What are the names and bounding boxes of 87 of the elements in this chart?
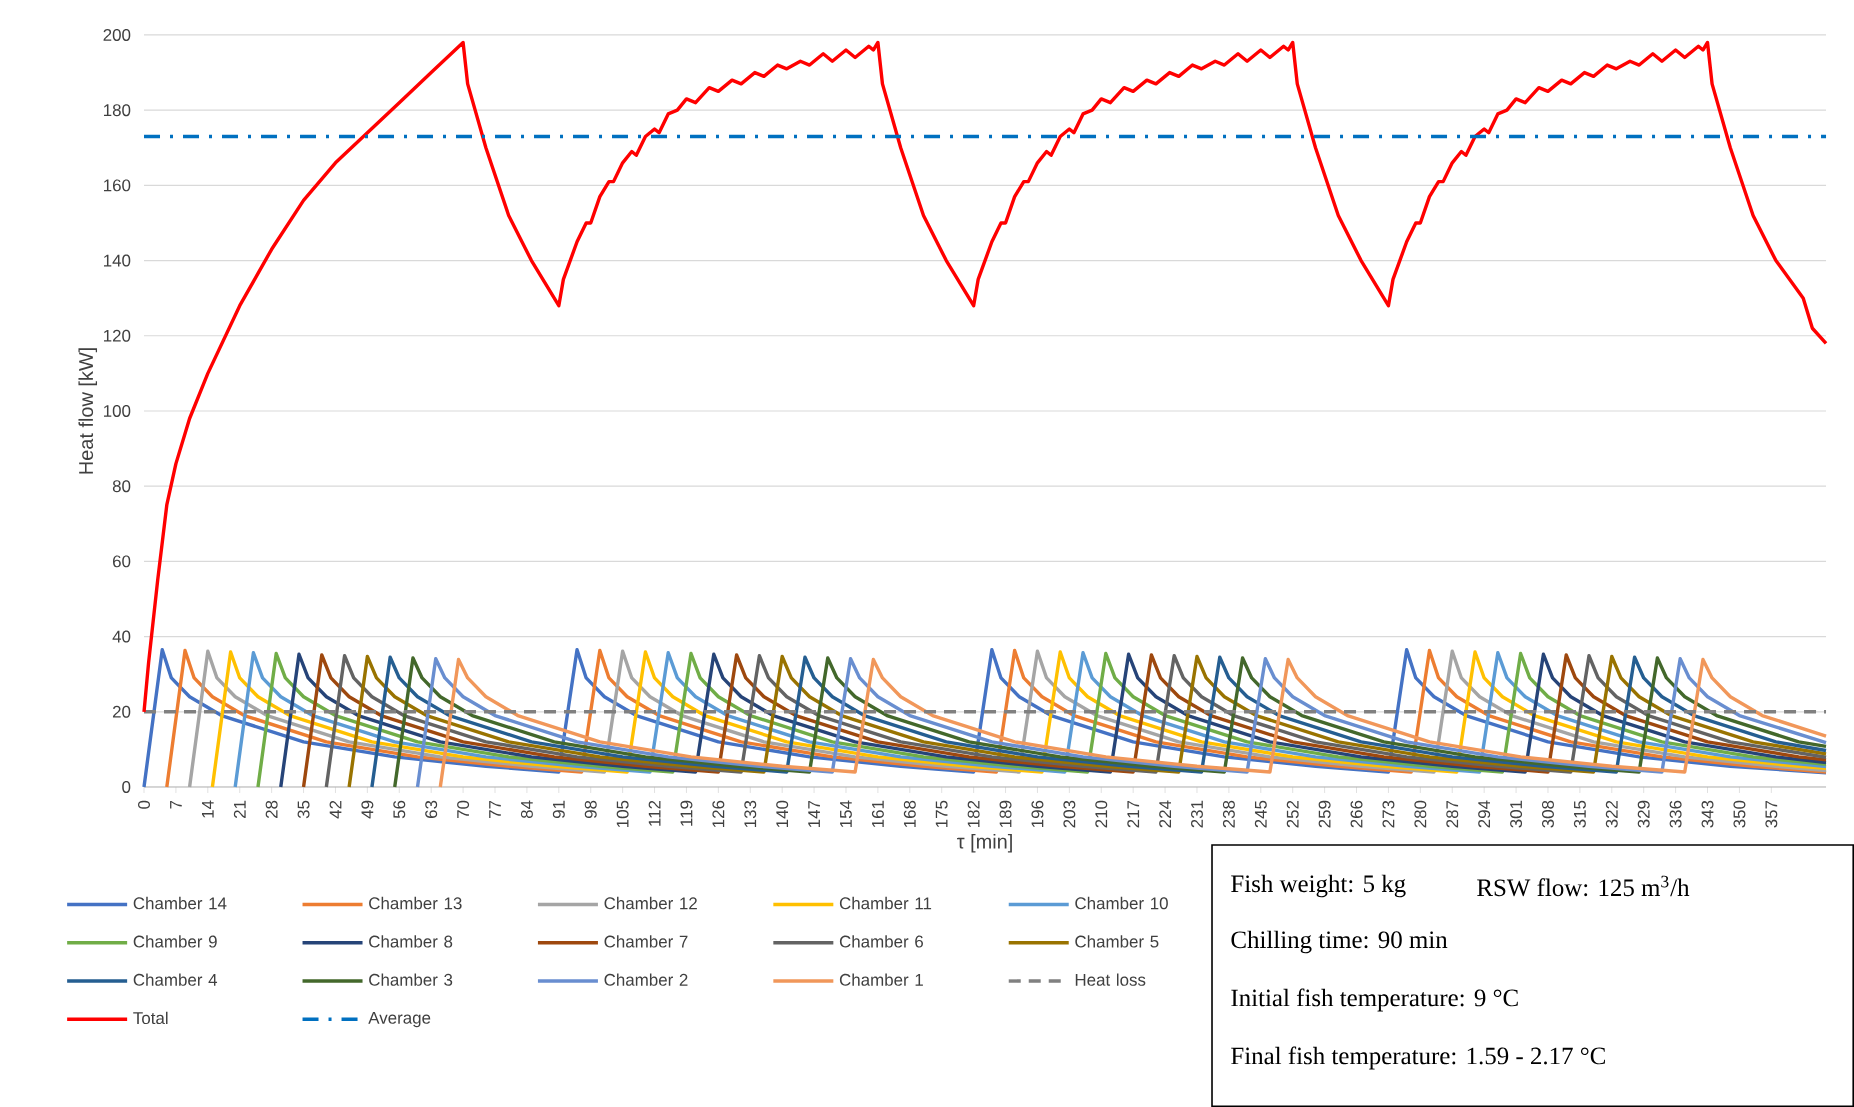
- x-tick-label: 63: [425, 800, 438, 818]
- y-axis-title: Heat flow [kW]: [78, 348, 98, 474]
- legend-label: Chamber 10: [1075, 896, 1168, 910]
- x-tick-label: 147: [808, 800, 820, 827]
- y-tick-label: 100: [103, 405, 131, 417]
- x-tick-label: 217: [1127, 800, 1140, 828]
- x-tick-label: 161: [871, 800, 884, 827]
- x-tick-label: 21: [233, 800, 246, 819]
- x-tick-label: 0: [138, 800, 150, 809]
- text: Chilling time: 90 min: [1231, 930, 1448, 954]
- x-tick-label: 91: [552, 800, 565, 819]
- x-tick-label: 210: [1095, 800, 1108, 828]
- x-tick-label: 287: [1446, 800, 1459, 828]
- x-tick-label: 189: [999, 800, 1012, 827]
- y-tick-label: 20: [112, 705, 131, 718]
- legend-label: Chamber 6: [839, 935, 923, 948]
- x-tick-label: 259: [1318, 800, 1331, 828]
- x-tick-label: 231: [1191, 800, 1203, 828]
- x-tick-label: 42: [329, 800, 342, 819]
- x-tick-label: 7: [170, 800, 182, 809]
- text: Fish weight: 5 kg: [1231, 874, 1406, 898]
- x-tick-label: 273: [1382, 800, 1395, 828]
- x-tick-label: 133: [744, 800, 757, 827]
- x-tick-label: 350: [1733, 800, 1746, 828]
- text: RSW flow: 125 m$^{3}$/h: [1477, 875, 1690, 897]
- y-tick-label: 180: [103, 104, 131, 117]
- x-tick-label: 35: [297, 800, 310, 819]
- y-tick-label: 160: [103, 179, 131, 192]
- legend-label: Chamber 7: [604, 935, 688, 948]
- legend-label: Chamber 5: [1075, 935, 1159, 948]
- legend-label: Chamber 8: [369, 935, 453, 948]
- x-tick-label: 280: [1414, 800, 1427, 828]
- y-tick-label: 140: [103, 254, 131, 267]
- legend-label: Chamber 3: [369, 973, 453, 986]
- legend-label: Chamber 14: [133, 896, 227, 910]
- x-tick-label: 182: [967, 800, 980, 827]
- x-tick-label: 315: [1573, 800, 1586, 828]
- x-axis-title: τ [min]: [957, 833, 1012, 853]
- x-tick-label: 28: [265, 800, 278, 819]
- x-tick-label: 14: [201, 800, 214, 818]
- legend-label: Chamber 9: [133, 935, 217, 948]
- x-tick-label: 105: [616, 800, 629, 827]
- x-tick-label: 196: [1031, 800, 1044, 827]
- x-tick-label: 154: [840, 800, 852, 827]
- x-tick-label: 49: [361, 800, 374, 819]
- y-tick-label: 40: [112, 630, 131, 643]
- x-tick-label: 175: [935, 800, 948, 827]
- x-tick-label: 357: [1765, 800, 1778, 828]
- y-tick-label: 0: [122, 781, 131, 793]
- x-tick-label: 140: [776, 800, 789, 827]
- x-tick-label: 329: [1637, 800, 1650, 828]
- y-tick-label: 60: [113, 555, 131, 568]
- x-tick-label: 336: [1669, 800, 1682, 828]
- x-tick-label: 238: [1222, 800, 1235, 828]
- legend-label: Total: [133, 1011, 168, 1025]
- legend-label: Chamber 13: [369, 896, 462, 910]
- y-tick-label: 200: [103, 28, 131, 41]
- y-tick-label: 80: [112, 480, 131, 493]
- x-tick-label: 301: [1510, 800, 1523, 828]
- x-tick-label: 343: [1701, 800, 1714, 828]
- legend-label: Chamber 11: [839, 896, 932, 910]
- legend-label: Heat loss: [1075, 973, 1146, 986]
- x-tick-label: 308: [1541, 800, 1554, 828]
- x-tick-label: 112: [648, 800, 661, 826]
- x-tick-label: 70: [457, 800, 470, 818]
- x-tick-label: 245: [1254, 800, 1267, 828]
- legend-label: Chamber 1: [839, 973, 923, 986]
- x-tick-label: 322: [1605, 800, 1618, 828]
- x-tick-label: 168: [903, 800, 916, 827]
- x-tick-label: 203: [1063, 800, 1076, 828]
- x-tick-label: 266: [1350, 800, 1363, 828]
- y-tick-label: 120: [103, 329, 131, 342]
- x-tick-label: 98: [584, 800, 597, 819]
- text: Final fish temperature: 1.59 - 2.17 °C: [1231, 1046, 1605, 1070]
- x-tick-label: 84: [520, 800, 533, 819]
- x-tick-label: 119: [680, 800, 693, 826]
- legend-label: Chamber 4: [133, 973, 218, 986]
- x-tick-label: 294: [1478, 800, 1491, 828]
- x-tick-label: 77: [489, 800, 501, 818]
- x-tick-label: 252: [1286, 800, 1299, 828]
- text: Initial fish temperature: 9 °C: [1231, 988, 1518, 1012]
- x-tick-label: 56: [393, 800, 406, 819]
- x-tick-label: 126: [712, 800, 725, 827]
- legend-label: Chamber 2: [604, 973, 688, 986]
- x-tick-label: 224: [1159, 800, 1171, 828]
- legend-label: Chamber 12: [604, 896, 697, 910]
- legend-label: Average: [368, 1011, 431, 1028]
